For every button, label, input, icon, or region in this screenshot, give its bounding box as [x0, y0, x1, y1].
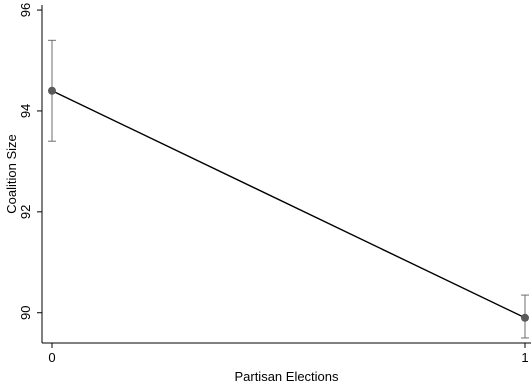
x-tick-label: 1: [521, 350, 528, 365]
y-tick-label: 92: [18, 205, 33, 219]
data-point: [521, 313, 529, 322]
axes: [41, 5, 531, 344]
data-point: [48, 86, 56, 95]
series-line: [51, 90, 526, 319]
x-tick-label: 0: [48, 350, 55, 365]
y-ticks: 90 92 94 96: [18, 3, 42, 320]
y-tick-label: 90: [18, 305, 33, 319]
x-axis-title: Partisan Elections: [234, 369, 339, 384]
y-tick-label: 96: [18, 3, 33, 17]
y-tick-label: 94: [18, 104, 33, 118]
series: [48, 39, 529, 339]
y-axis-title: Coalition Size: [4, 134, 19, 214]
